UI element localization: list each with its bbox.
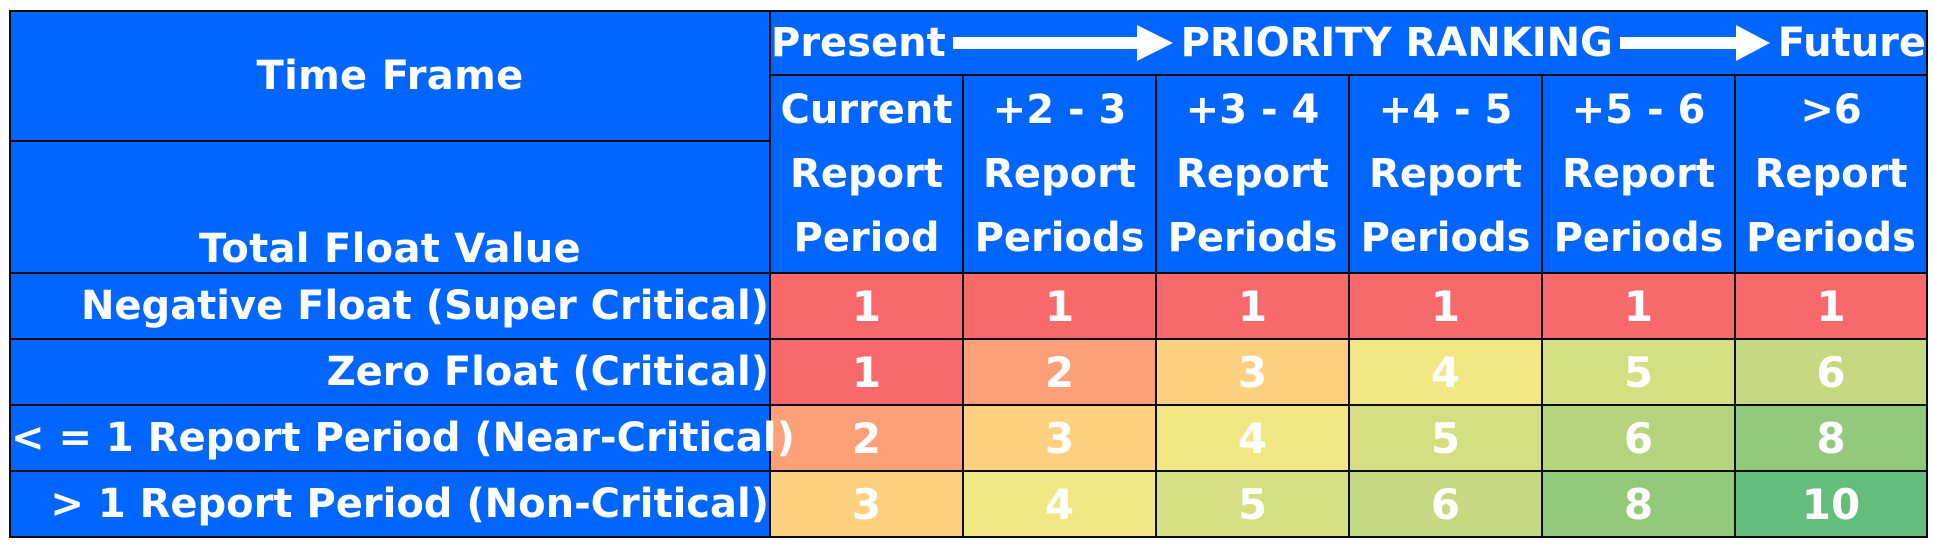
priority-banner: Present PRIORITY RANKING: [768, 10, 1929, 76]
right-arrow-icon: [953, 25, 1174, 61]
column-header: +2 - 3 Report Periods: [962, 74, 1157, 274]
present-label: Present: [771, 20, 946, 66]
column-header: Current Report Period: [769, 74, 964, 274]
total-float-header: Total Float Value: [9, 140, 771, 274]
rank-cell: 5: [1155, 470, 1350, 538]
rank-cell: 4: [962, 470, 1157, 538]
table-row: Zero Float (Critical) 1 2 3 4 5 6: [9, 338, 1929, 406]
rank-cell: 6: [1541, 404, 1736, 472]
rank-cell: 4: [1348, 338, 1543, 406]
future-label: Future: [1777, 20, 1927, 66]
rank-cell: 6: [1348, 470, 1543, 538]
column-header: >6 Report Periods: [1733, 74, 1929, 274]
rank-cell: 2: [769, 404, 964, 472]
row-label: < = 1 Report Period (Near-Critical): [9, 404, 795, 472]
priority-table: Time Frame Present PRIORITY RANKING: [9, 10, 1929, 538]
rank-cell: 4: [1155, 404, 1350, 472]
rank-cell: 2: [962, 338, 1157, 406]
right-arrow-icon: [1620, 25, 1771, 61]
table-row: > 1 Report Period (Non-Critical) 3 4 5 6…: [9, 470, 1929, 538]
row-label: > 1 Report Period (Non-Critical): [9, 470, 771, 538]
time-frame-header: Time Frame: [9, 10, 771, 142]
rank-cell: 1: [1155, 272, 1350, 340]
row-label: Negative Float (Super Critical): [9, 272, 771, 340]
rank-cell: 3: [769, 470, 964, 538]
priority-ranking-label: PRIORITY RANKING: [1180, 20, 1613, 66]
column-header: +4 - 5 Report Periods: [1348, 74, 1543, 274]
row-label: Zero Float (Critical): [9, 338, 771, 406]
rank-cell: 8: [1541, 470, 1736, 538]
rank-cell: 1: [769, 338, 964, 406]
rank-cell: 5: [1348, 404, 1543, 472]
rank-cell: 3: [1155, 338, 1350, 406]
column-header: +3 - 4 Report Periods: [1155, 74, 1350, 274]
table-row: Negative Float (Super Critical) 1 1 1 1 …: [9, 272, 1929, 340]
rank-cell: 10: [1733, 470, 1929, 538]
rank-cell: 8: [1733, 404, 1929, 472]
rank-cell: 1: [1733, 272, 1929, 340]
rank-cell: 3: [962, 404, 1157, 472]
rank-cell: 1: [962, 272, 1157, 340]
rank-cell: 5: [1541, 338, 1736, 406]
rank-cell: 1: [769, 272, 964, 340]
table-row: < = 1 Report Period (Near-Critical) 2 3 …: [9, 404, 1929, 472]
rank-cell: 1: [1348, 272, 1543, 340]
rank-cell: 6: [1733, 338, 1929, 406]
column-header: +5 - 6 Report Periods: [1541, 74, 1736, 274]
rank-cell: 1: [1541, 272, 1736, 340]
